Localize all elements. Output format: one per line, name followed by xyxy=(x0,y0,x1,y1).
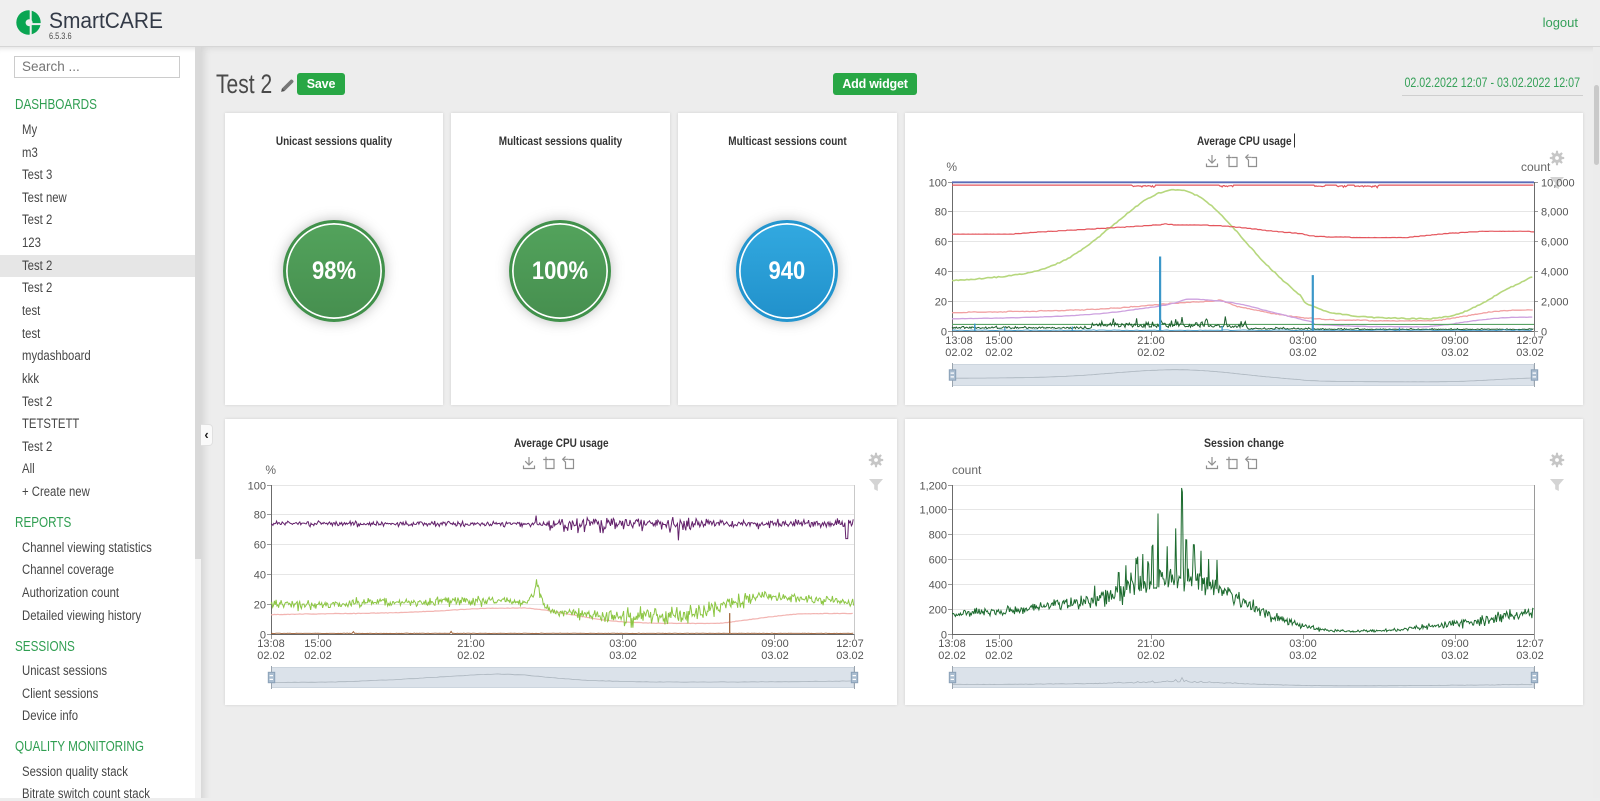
svg-text:8,000: 8,000 xyxy=(1541,207,1569,219)
svg-text:03.02: 03.02 xyxy=(1289,650,1317,662)
svg-text:15:00: 15:00 xyxy=(985,638,1013,650)
svg-text:12:07: 12:07 xyxy=(1516,335,1544,347)
svg-text:13:08: 13:08 xyxy=(938,638,966,650)
svg-text:21:00: 21:00 xyxy=(1137,335,1165,347)
svg-text:Session change: Session change xyxy=(1204,436,1284,450)
svg-text:02.02: 02.02 xyxy=(938,650,966,662)
svg-text:02.02: 02.02 xyxy=(1137,347,1165,359)
svg-text:03.02: 03.02 xyxy=(1441,347,1469,359)
svg-text:count: count xyxy=(952,463,982,477)
svg-text:21:00: 21:00 xyxy=(457,638,485,650)
svg-text:100: 100 xyxy=(248,481,266,493)
svg-text:03.02: 03.02 xyxy=(1441,650,1469,662)
svg-text:200: 200 xyxy=(929,605,947,617)
svg-text:12:07: 12:07 xyxy=(1516,638,1544,650)
svg-text:400: 400 xyxy=(929,580,947,592)
svg-text:100: 100 xyxy=(929,178,947,190)
svg-text:40: 40 xyxy=(254,570,266,582)
svg-text:count: count xyxy=(1521,160,1551,174)
svg-text:02.02: 02.02 xyxy=(985,347,1013,359)
svg-text:1,000: 1,000 xyxy=(919,505,947,517)
svg-text:02.02: 02.02 xyxy=(257,650,285,662)
svg-text:03.02: 03.02 xyxy=(761,650,789,662)
svg-text:%: % xyxy=(265,463,276,477)
svg-text:20: 20 xyxy=(935,297,947,309)
svg-text:15:00: 15:00 xyxy=(304,638,332,650)
svg-text:2,000: 2,000 xyxy=(1541,297,1569,309)
svg-text:03:00: 03:00 xyxy=(1289,335,1317,347)
svg-text:Average CPU usage: Average CPU usage xyxy=(514,436,609,450)
svg-text:6,000: 6,000 xyxy=(1541,237,1569,249)
svg-text:09:00: 09:00 xyxy=(761,638,789,650)
svg-text:02.02: 02.02 xyxy=(457,650,485,662)
svg-text:800: 800 xyxy=(929,530,947,542)
svg-text:Average CPU usage: Average CPU usage xyxy=(1197,134,1292,148)
svg-text:%: % xyxy=(946,160,957,174)
svg-text:20: 20 xyxy=(254,600,266,612)
svg-text:09:00: 09:00 xyxy=(1441,335,1469,347)
svg-text:80: 80 xyxy=(935,207,947,219)
svg-text:03:00: 03:00 xyxy=(1289,638,1317,650)
svg-text:02.02: 02.02 xyxy=(945,347,973,359)
svg-text:13:08: 13:08 xyxy=(945,335,973,347)
svg-text:600: 600 xyxy=(929,555,947,567)
svg-text:03.02: 03.02 xyxy=(1516,347,1544,359)
svg-text:12:07: 12:07 xyxy=(836,638,864,650)
svg-text:0: 0 xyxy=(941,630,947,642)
svg-text:40: 40 xyxy=(935,267,947,279)
svg-text:10,000: 10,000 xyxy=(1541,178,1575,190)
svg-text:15:00: 15:00 xyxy=(985,335,1013,347)
svg-text:02.02: 02.02 xyxy=(304,650,332,662)
svg-text:03:00: 03:00 xyxy=(609,638,637,650)
svg-text:0: 0 xyxy=(1541,327,1547,339)
svg-text:03.02: 03.02 xyxy=(1289,347,1317,359)
svg-text:4,000: 4,000 xyxy=(1541,267,1569,279)
svg-text:60: 60 xyxy=(935,237,947,249)
svg-text:1,200: 1,200 xyxy=(919,481,947,493)
svg-text:21:00: 21:00 xyxy=(1137,638,1165,650)
svg-text:0: 0 xyxy=(941,327,947,339)
svg-text:0: 0 xyxy=(260,630,266,642)
svg-text:03.02: 03.02 xyxy=(1516,650,1544,662)
svg-text:13:08: 13:08 xyxy=(257,638,285,650)
svg-text:60: 60 xyxy=(254,540,266,552)
svg-text:02.02: 02.02 xyxy=(1137,650,1165,662)
svg-text:03.02: 03.02 xyxy=(609,650,637,662)
svg-text:09:00: 09:00 xyxy=(1441,638,1469,650)
svg-text:80: 80 xyxy=(254,510,266,522)
svg-text:03.02: 03.02 xyxy=(836,650,864,662)
svg-text:02.02: 02.02 xyxy=(985,650,1013,662)
